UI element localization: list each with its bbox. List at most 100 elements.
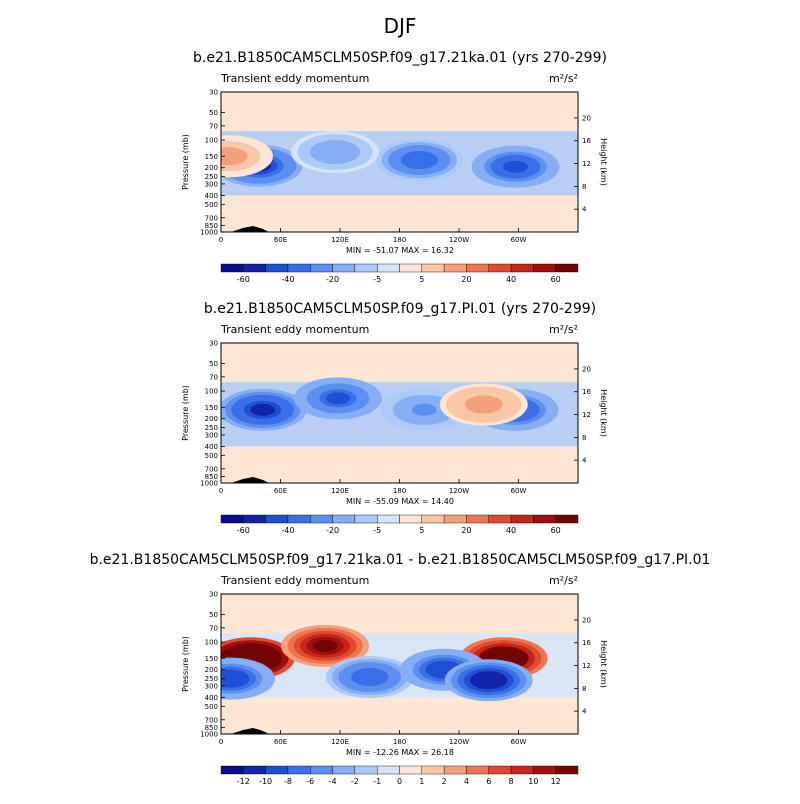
colorbar-tick-label: -60 (237, 275, 250, 284)
x-tick-label: 60W (511, 236, 527, 244)
colorbar-swatch (287, 765, 311, 775)
right-tick-label: 16 (582, 639, 591, 647)
colorbar-tick-label: 4 (464, 777, 469, 786)
colorbar-swatch (399, 263, 423, 273)
colorbar-swatch (443, 765, 467, 775)
colorbar: -60 -40 -20 -5 5 20 40 60 (220, 514, 579, 535)
x-tick-label: 120W (449, 487, 469, 495)
right-tick-label: 20 (582, 616, 591, 624)
contour-feature-2 (407, 154, 432, 167)
x-tick-label: 180 (393, 236, 406, 244)
right-tick-label: 8 (582, 685, 586, 693)
y-axis-title: Pressure (mb) (181, 134, 190, 190)
y-tick-label: 250 (205, 424, 218, 432)
colorbar-swatch (399, 765, 423, 775)
y-tick-label: 700 (205, 465, 218, 473)
y-tick-label: 1000 (200, 480, 218, 488)
right-tick-label: 4 (582, 457, 587, 465)
x-tick-label: 0 (219, 738, 223, 746)
colorbar-swatch (332, 765, 356, 775)
chart-panel-2: b.e21.B1850CAM5CLM50SP.f09_g17.PI.01 (yr… (181, 301, 608, 535)
variable-label: Transient eddy momentum (220, 72, 369, 85)
y-tick-label: 100 (205, 137, 218, 145)
topography (231, 728, 269, 734)
colorbar-swatch (399, 514, 423, 524)
contour-field (221, 594, 578, 734)
contour-feature-5 (471, 398, 497, 411)
y-tick-label: 850 (205, 222, 218, 230)
colorbar-tick-label: 5 (419, 275, 424, 284)
right-axis-title: Height (km) (599, 640, 608, 688)
y-tick-label: 500 (205, 201, 218, 209)
x-tick-label: 120E (331, 236, 349, 244)
colorbar-swatch (376, 514, 400, 524)
colorbar-tick-label: 40 (506, 526, 516, 535)
y-tick-label: 30 (209, 89, 218, 97)
colorbar-swatch (466, 263, 489, 273)
colorbar-swatch (555, 263, 579, 273)
y-tick-label: 300 (205, 682, 218, 690)
contour-feature-1 (250, 403, 275, 416)
y-tick-label: 70 (209, 122, 218, 130)
x-tick-label: 180 (393, 487, 406, 495)
colorbar-tick-label: -40 (281, 526, 294, 535)
contour-feature-4 (221, 672, 244, 685)
colorbar-swatch (376, 263, 400, 273)
y-tick-label: 50 (209, 109, 218, 117)
chart-panel-1: b.e21.B1850CAM5CLM50SP.f09_g17.21ka.01 (… (181, 50, 608, 284)
right-tick-label: 8 (582, 434, 586, 442)
right-tick-label: 20 (582, 114, 591, 122)
contour-field (221, 343, 578, 483)
y-tick-label: 50 (209, 611, 218, 619)
y-tick-label: 100 (205, 388, 218, 396)
colorbar-swatch (555, 765, 579, 775)
colorbar-swatch (243, 263, 266, 273)
colorbar-tick-label: 10 (528, 777, 538, 786)
colorbar-tick-label: 6 (486, 777, 491, 786)
right-tick-label: 4 (582, 708, 587, 716)
y-axis-title: Pressure (mb) (181, 636, 190, 692)
y-tick-label: 300 (205, 180, 218, 188)
units-label: m²/s² (549, 323, 578, 336)
right-tick-label: 4 (582, 206, 587, 214)
x-tick-label: 60W (511, 487, 527, 495)
right-axis-title: Height (km) (599, 389, 608, 437)
contour-feature-7 (476, 674, 502, 687)
colorbar-swatch (421, 514, 445, 524)
colorbar-swatch (310, 765, 333, 775)
y-tick-label: 500 (205, 452, 218, 460)
y-tick-label: 1000 (200, 229, 218, 237)
min-max-label: MIN = -12.26 MAX = 26.18 (346, 748, 454, 757)
colorbar-swatch (354, 263, 378, 273)
x-tick-label: 120E (331, 738, 349, 746)
y-tick-label: 700 (205, 214, 218, 222)
colorbar-swatch (376, 765, 400, 775)
y-tick-label: 700 (205, 716, 218, 724)
colorbar-tick-label: -40 (281, 275, 294, 284)
x-tick-label: 0 (219, 236, 223, 244)
colorbar-tick-label: 2 (442, 777, 447, 786)
x-tick-label: 120W (449, 236, 469, 244)
right-tick-label: 8 (582, 183, 586, 191)
y-tick-label: 400 (205, 694, 218, 702)
topography (231, 477, 269, 483)
contour-feature-2 (325, 392, 351, 405)
y-tick-label: 250 (205, 173, 218, 181)
y-tick-label: 30 (209, 340, 218, 348)
colorbar-swatch (332, 514, 356, 524)
chart-title: b.e21.B1850CAM5CLM50SP.f09_g17.PI.01 (yr… (204, 301, 596, 317)
contour-feature-4 (322, 146, 348, 159)
contour-feature-5 (221, 150, 242, 163)
colorbar-tick-label: 1 (419, 777, 424, 786)
topography (231, 226, 269, 232)
colorbar-swatch (533, 514, 556, 524)
colorbar-swatch (220, 263, 244, 273)
colorbar-swatch (533, 765, 556, 775)
variable-label: Transient eddy momentum (220, 574, 369, 587)
contour-feature-5 (357, 671, 383, 684)
chart-panel-3: b.e21.B1850CAM5CLM50SP.f09_g17.21ka.01 -… (90, 552, 711, 786)
colorbar-tick-label: 60 (551, 275, 561, 284)
colorbar-tick-label: -2 (351, 777, 359, 786)
